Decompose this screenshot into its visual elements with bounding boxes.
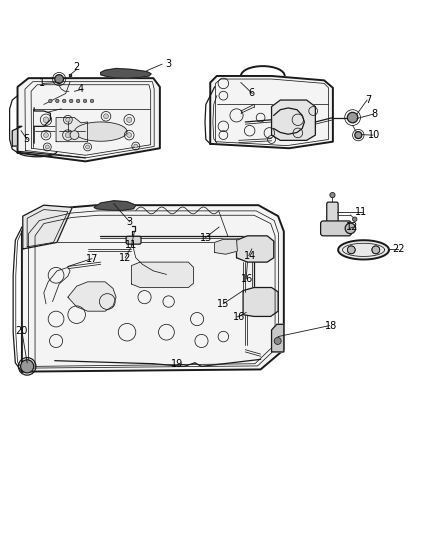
Circle shape: [43, 117, 49, 123]
Text: 12: 12: [346, 222, 359, 232]
Text: 16: 16: [233, 312, 245, 322]
Polygon shape: [243, 287, 278, 317]
Text: 5: 5: [23, 134, 29, 144]
Circle shape: [353, 217, 357, 221]
Circle shape: [345, 223, 356, 233]
Circle shape: [46, 145, 49, 149]
Circle shape: [355, 132, 362, 139]
Text: 14: 14: [244, 251, 256, 261]
Text: 11: 11: [125, 240, 138, 251]
Polygon shape: [272, 324, 284, 352]
Polygon shape: [74, 122, 127, 141]
Text: 3: 3: [126, 217, 132, 227]
FancyBboxPatch shape: [321, 221, 351, 236]
Polygon shape: [12, 126, 22, 146]
Circle shape: [55, 75, 64, 84]
Circle shape: [66, 118, 70, 122]
Polygon shape: [210, 76, 333, 148]
Text: 16: 16: [241, 274, 254, 284]
Circle shape: [347, 246, 355, 254]
Polygon shape: [22, 205, 284, 372]
Polygon shape: [272, 100, 315, 140]
Polygon shape: [215, 239, 237, 254]
Text: 3: 3: [166, 59, 172, 69]
Circle shape: [347, 112, 358, 123]
Text: 22: 22: [392, 244, 405, 254]
Circle shape: [127, 117, 132, 123]
Polygon shape: [18, 78, 160, 161]
Text: 8: 8: [371, 109, 378, 119]
Polygon shape: [68, 282, 116, 311]
Circle shape: [83, 99, 87, 103]
Text: 19: 19: [171, 359, 184, 369]
Circle shape: [43, 133, 48, 138]
Circle shape: [63, 99, 66, 103]
Text: 13: 13: [200, 233, 212, 243]
Circle shape: [49, 99, 52, 103]
Text: 4: 4: [78, 84, 84, 94]
Polygon shape: [69, 74, 71, 76]
Polygon shape: [56, 118, 88, 142]
Text: 18: 18: [325, 321, 337, 330]
Text: 20: 20: [15, 326, 27, 336]
Text: 12: 12: [119, 253, 131, 263]
Text: 11: 11: [355, 207, 367, 217]
Text: 1: 1: [39, 78, 45, 88]
Circle shape: [274, 337, 281, 344]
Circle shape: [330, 192, 335, 198]
Circle shape: [21, 360, 34, 373]
FancyBboxPatch shape: [327, 202, 338, 222]
Circle shape: [56, 99, 59, 103]
Text: 2: 2: [74, 62, 80, 72]
Circle shape: [76, 99, 80, 103]
Circle shape: [134, 144, 138, 148]
Text: 7: 7: [365, 95, 371, 105]
FancyBboxPatch shape: [126, 236, 141, 244]
Circle shape: [65, 133, 71, 138]
Circle shape: [90, 99, 94, 103]
Text: 6: 6: [249, 88, 255, 99]
Circle shape: [103, 114, 109, 119]
Circle shape: [70, 131, 79, 140]
Polygon shape: [338, 240, 389, 260]
Polygon shape: [101, 69, 151, 78]
Circle shape: [69, 99, 73, 103]
Polygon shape: [131, 262, 194, 287]
Polygon shape: [23, 205, 72, 249]
Text: 17: 17: [86, 254, 98, 264]
Circle shape: [372, 246, 380, 254]
Text: 15: 15: [217, 298, 230, 309]
Circle shape: [86, 145, 90, 149]
Circle shape: [127, 133, 131, 138]
Text: 10: 10: [368, 130, 381, 140]
Polygon shape: [237, 236, 274, 262]
Polygon shape: [94, 201, 136, 211]
